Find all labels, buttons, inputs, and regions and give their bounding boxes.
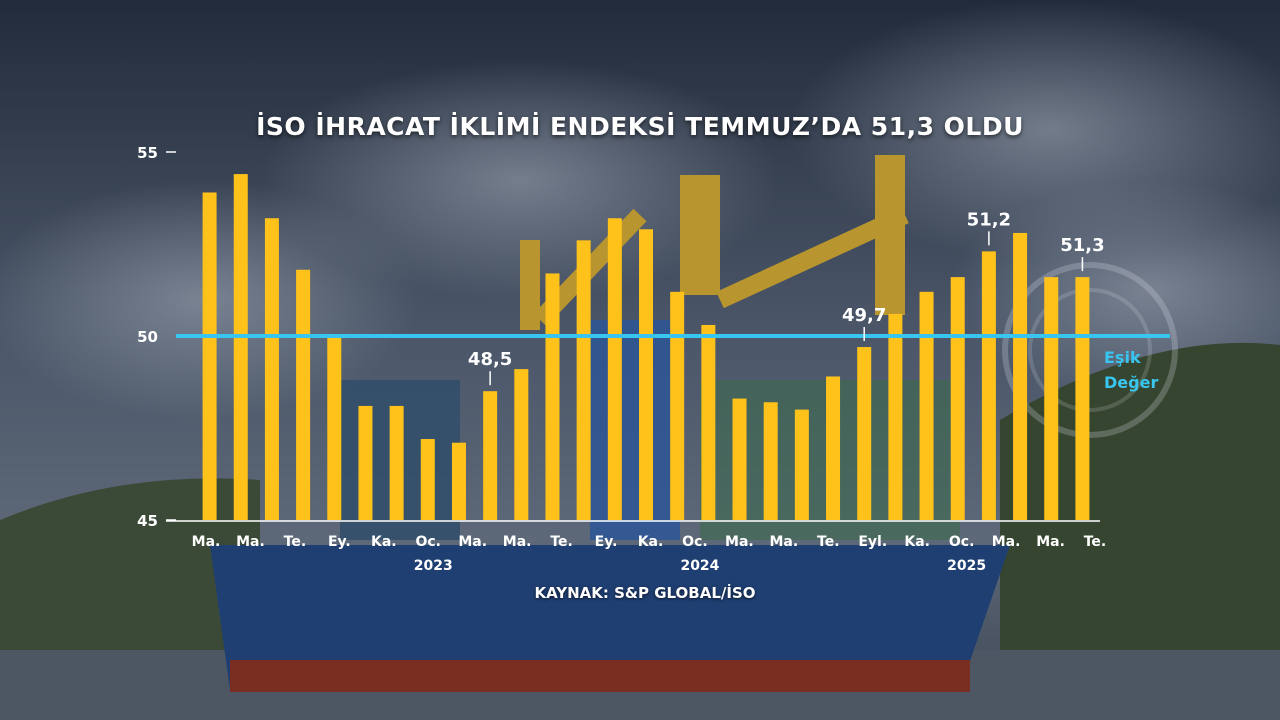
bar (1075, 277, 1090, 520)
data-label: 49,7 (842, 305, 886, 326)
x-tick-label: Ka. (904, 534, 930, 550)
bar (545, 273, 560, 520)
x-tick-label: Oc. (949, 534, 975, 550)
bar (202, 192, 217, 521)
bar (826, 376, 841, 520)
y-axis: 45 50 55 (137, 144, 1100, 530)
threshold-line: Eşik Değer (176, 334, 1170, 392)
bar (888, 313, 903, 520)
year-label: 2025 (947, 558, 986, 574)
x-tick-label: Ma. (236, 534, 265, 550)
chart-title: İSO İHRACAT İKLİMİ ENDEKSİ TEMMUZ’DA 51,… (256, 112, 1024, 141)
x-tick-label: Te. (1084, 534, 1107, 550)
bar (296, 269, 311, 520)
x-tick-label: Ka. (638, 534, 664, 550)
bar (1044, 277, 1059, 520)
bar (701, 324, 716, 520)
bar (264, 218, 279, 521)
bar (420, 439, 435, 520)
bar (576, 240, 591, 520)
source-note: KAYNAK: S&P GLOBAL/İSO (534, 584, 756, 602)
bar (981, 251, 996, 521)
y-tick-label: 45 (137, 512, 158, 530)
x-tick-label: Ma. (725, 534, 754, 550)
data-label: 51,2 (967, 209, 1011, 230)
bar (670, 291, 685, 520)
year-label: 2023 (414, 558, 453, 574)
bar (358, 405, 373, 520)
x-tick-label: Te. (817, 534, 840, 550)
bar (794, 409, 809, 520)
x-tick-label: Te. (550, 534, 573, 550)
y-tick-label: 55 (137, 144, 158, 162)
bar (639, 229, 653, 520)
bar (1013, 232, 1028, 520)
bar (950, 277, 965, 520)
x-tick-label: Eyl. (858, 534, 887, 550)
bar (919, 291, 934, 520)
x-tick-label: Ey. (595, 534, 618, 550)
bar (451, 442, 466, 520)
bar (857, 347, 872, 520)
bar (514, 369, 529, 520)
threshold-label-line2: Değer (1104, 373, 1158, 392)
bar (327, 336, 342, 520)
bar (389, 405, 404, 520)
bar (732, 398, 747, 520)
x-tick-label: Ma. (458, 534, 487, 550)
y-tick-label: 50 (137, 328, 158, 346)
bars (202, 174, 1090, 521)
bar (607, 218, 622, 521)
x-axis: Ma. Ma. Te. Ey. Ka. Oc. Ma. Ma. Te. Ey. Ka. Oc. Ma. M… (192, 534, 1107, 574)
bar (233, 174, 248, 520)
x-tick-label: Ka. (371, 534, 397, 550)
data-label: 48,5 (468, 349, 512, 370)
x-tick-label: Ey. (328, 534, 351, 550)
x-tick-label: Te. (284, 534, 307, 550)
data-label: 51,3 (1060, 235, 1104, 256)
x-tick-label: Ma. (503, 534, 532, 550)
bar (763, 402, 778, 520)
bar (483, 391, 498, 520)
x-tick-label: Ma. (992, 534, 1021, 550)
x-tick-label: Oc. (415, 534, 441, 550)
x-tick-label: Ma. (1036, 534, 1065, 550)
year-label: 2024 (680, 558, 719, 574)
x-tick-label: Ma. (192, 534, 221, 550)
threshold-label-line1: Eşik (1104, 348, 1141, 367)
annotations: 48,5 49,7 51,2 51,3 (468, 209, 1105, 386)
x-tick-label: Ma. (769, 534, 798, 550)
x-tick-label: Oc. (682, 534, 708, 550)
